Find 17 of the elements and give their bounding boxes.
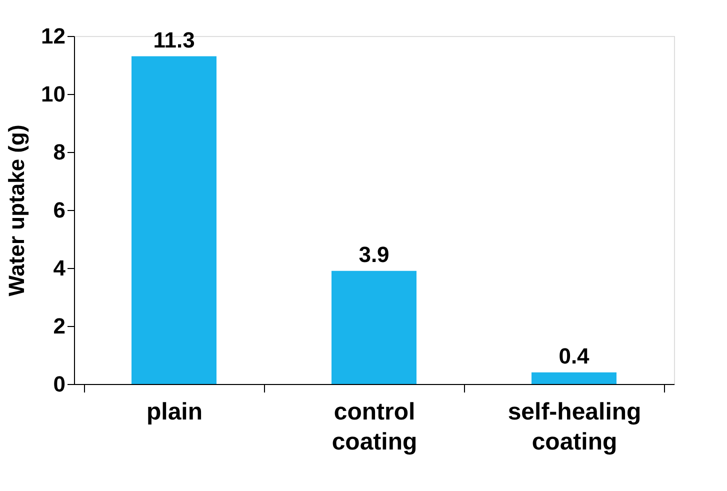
data-label: 0.4 bbox=[558, 343, 590, 368]
data-label: 3.9 bbox=[358, 242, 390, 267]
x-tick-label: plain bbox=[146, 398, 203, 426]
y-tick-label: 6 bbox=[53, 198, 66, 222]
y-tick-label: 0 bbox=[53, 372, 66, 396]
x-tick-label: self-healing coating bbox=[508, 398, 642, 456]
bar bbox=[532, 372, 616, 384]
y-tick-label: 4 bbox=[53, 256, 66, 280]
data-label: 11.3 bbox=[153, 27, 195, 52]
bar bbox=[332, 270, 416, 384]
y-tick-label: 12 bbox=[41, 24, 66, 48]
x-tick-label: control coating bbox=[332, 398, 418, 456]
y-axis-title: Water uptake (g) bbox=[4, 124, 30, 296]
y-tick-label: 8 bbox=[53, 140, 66, 164]
bar bbox=[132, 56, 216, 384]
y-tick-label: 2 bbox=[53, 314, 66, 338]
y-tick-label: 10 bbox=[41, 82, 66, 106]
